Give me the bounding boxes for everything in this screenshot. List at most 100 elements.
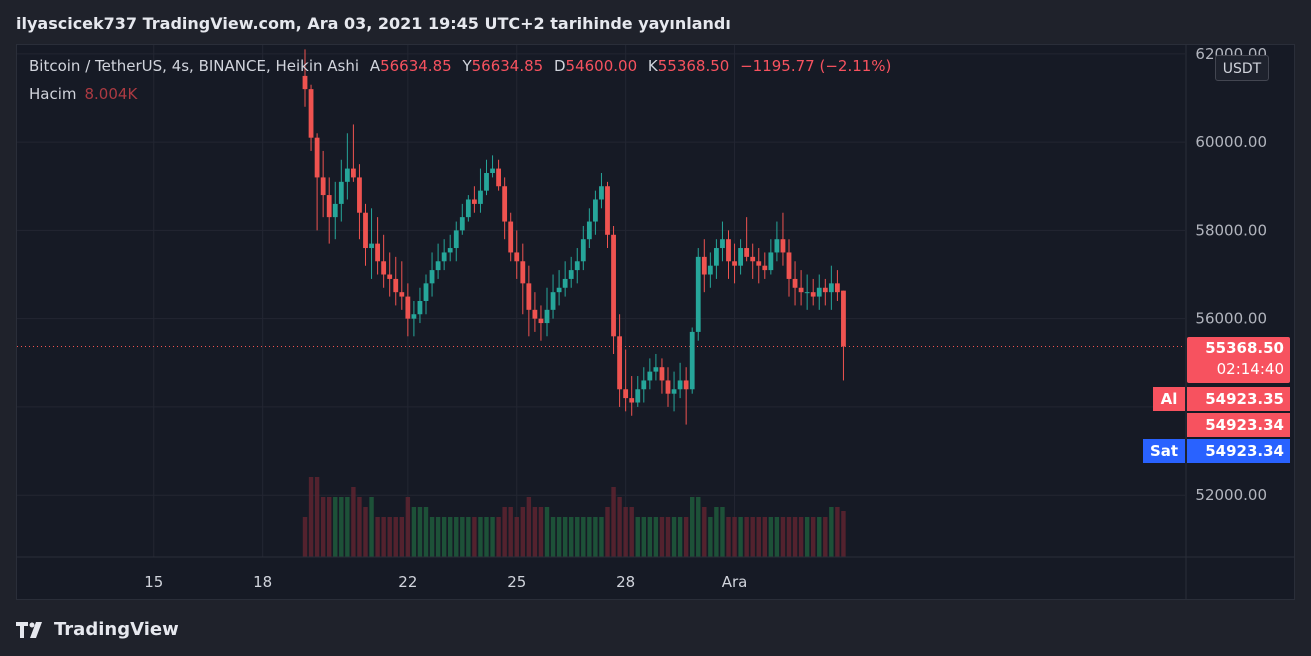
candle-body (387, 274, 393, 279)
candle-body (538, 318, 544, 324)
candle-body (556, 287, 562, 293)
volume-bar (544, 507, 550, 557)
volume-bar (508, 507, 513, 557)
candle-body (411, 314, 417, 319)
volume-bar (435, 517, 441, 557)
currency-button[interactable]: USDT (1215, 55, 1269, 81)
volume-bar (792, 517, 798, 557)
volume-bar (647, 517, 653, 557)
volume-bar (738, 517, 743, 557)
candle-body (774, 239, 780, 253)
x-tick-label: 11 (17, 573, 18, 591)
candle-body (738, 248, 743, 266)
symbol-name[interactable]: Bitcoin / TetherUS, 4s, BINANCE, Heikin … (29, 57, 360, 75)
candle-body (653, 367, 659, 372)
volume-bar (835, 507, 840, 557)
volume-bar (683, 517, 689, 557)
candle-body (478, 190, 483, 204)
y-tick-label: 52000.00 (1195, 486, 1267, 504)
candle-body (683, 380, 689, 390)
candle-body (611, 234, 616, 337)
volume-bar (490, 517, 495, 557)
volume-bar (520, 507, 525, 557)
candle-body (756, 261, 762, 266)
candle-body (526, 283, 532, 310)
candle-body (472, 199, 477, 204)
buy-button[interactable]: Al (1153, 387, 1185, 411)
volume-bar (423, 507, 429, 557)
volume-bar (532, 507, 538, 557)
volume-bar (466, 517, 471, 557)
volume-bar (811, 517, 816, 557)
volume-bar (411, 507, 417, 557)
volume-legend: Hacim 8.004K (29, 85, 137, 103)
candle-body (792, 278, 798, 288)
candle-body (484, 173, 489, 191)
volume-bar (665, 517, 671, 557)
candle-body (393, 278, 399, 293)
volume-bar (841, 511, 846, 557)
candle-body (514, 252, 520, 262)
close-value: 55368.50 (657, 57, 730, 75)
tradingview-logo[interactable]: TradingView (16, 619, 179, 640)
volume-label[interactable]: Hacim (29, 85, 77, 103)
y-tick-label: 60000.00 (1195, 133, 1267, 151)
candle-body (550, 292, 556, 310)
volume-bar (823, 517, 828, 557)
candle-body (677, 380, 683, 390)
candle-body (568, 270, 574, 279)
open-value: 56634.85 (380, 57, 452, 75)
volume-bar (302, 517, 308, 557)
ask-price-tag: 54923.35 (1187, 387, 1290, 411)
volume-bar (441, 517, 447, 557)
volume-bar (708, 517, 713, 557)
candle-body (714, 248, 719, 266)
candle-body (780, 239, 786, 253)
candle-body (841, 290, 846, 347)
candle-body (502, 186, 508, 222)
last-price: 55368.50 (1205, 339, 1284, 357)
volume-bar (345, 497, 350, 557)
volume-bar (575, 517, 580, 557)
candlestick-chart[interactable]: 52000.0056000.0058000.0060000.0062000.00… (17, 45, 1295, 600)
candle-body (369, 243, 374, 249)
volume-bar (671, 517, 677, 557)
volume-bar (556, 517, 562, 557)
candle-body (459, 217, 465, 231)
candle-body (496, 168, 501, 187)
candle-body (417, 301, 423, 315)
x-tick-label: 25 (507, 573, 526, 591)
bar-countdown: 02:14:40 (1216, 360, 1284, 378)
candle-body (363, 212, 368, 249)
candle-body (732, 261, 737, 266)
x-tick-label: 28 (616, 573, 635, 591)
sell-button[interactable]: Sat (1143, 439, 1185, 463)
volume-bar (605, 507, 610, 557)
candle-body (562, 278, 568, 288)
volume-bar (774, 517, 780, 557)
candle-body (314, 137, 320, 178)
volume-bar (599, 517, 604, 557)
candle-body (623, 389, 629, 399)
chart-panel[interactable]: 52000.00 56000.00 58000.00 60000.00 62000.00… (16, 44, 1295, 600)
volume-bar (659, 517, 665, 557)
symbol-legend: Bitcoin / TetherUS, 4s, BINANCE, Heikin … (29, 57, 891, 75)
volume-bar (314, 477, 320, 557)
volume-bar (635, 517, 640, 557)
x-tick-label: 15 (144, 573, 163, 591)
candle-body (750, 256, 756, 262)
volume-bar (798, 517, 804, 557)
candle-body (332, 203, 338, 218)
volume-bar (538, 507, 544, 557)
volume-bar (514, 517, 519, 557)
candle-body (599, 186, 604, 200)
volume-bar (768, 517, 774, 557)
volume-bar (484, 517, 489, 557)
candle-body (399, 292, 405, 297)
last-price-tag: 55368.50 02:14:40 (1187, 337, 1290, 383)
candle-body (586, 221, 592, 240)
candle-body (441, 252, 447, 262)
bid-price-tag: 54923.34 (1187, 413, 1290, 437)
volume-bar (502, 507, 507, 557)
candle-body (580, 239, 586, 262)
